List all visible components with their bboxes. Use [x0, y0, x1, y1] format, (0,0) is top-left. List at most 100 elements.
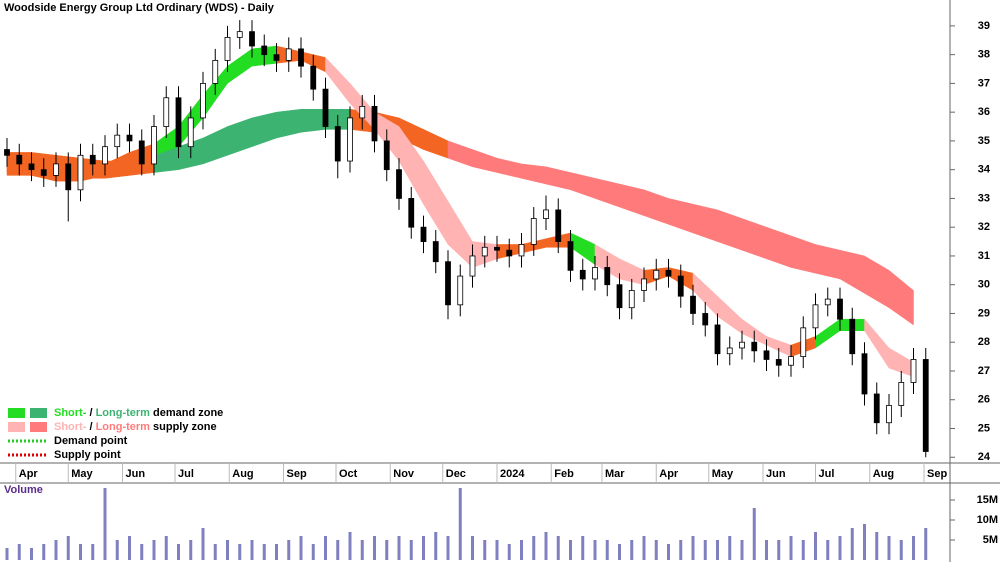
- candle-body: [163, 97, 170, 127]
- candle-body: [65, 163, 72, 191]
- volume-bar: [152, 540, 156, 560]
- volume-bar: [863, 524, 866, 560]
- legend-part: Short-: [54, 407, 87, 419]
- candle-body: [469, 255, 476, 277]
- volume-bar: [54, 540, 58, 560]
- candle-body: [604, 267, 611, 286]
- candle-body: [641, 278, 647, 291]
- volume-bar: [630, 540, 634, 560]
- x-tick-label: May: [712, 468, 734, 480]
- candle-body: [494, 246, 500, 251]
- x-tick-label: Oct: [339, 468, 358, 480]
- volume-bar: [79, 544, 82, 560]
- volume-bar: [360, 540, 364, 560]
- candle-body: [28, 163, 35, 171]
- volume-bar: [458, 488, 462, 560]
- volume-bar: [17, 544, 21, 560]
- x-tick-label: Jun: [126, 468, 146, 480]
- volume-bar: [226, 540, 229, 560]
- volume-bar: [373, 536, 376, 560]
- legend-label: Short- / Long-term supply zone: [54, 421, 217, 433]
- x-tick-label: Jul: [819, 468, 835, 480]
- volume-bar: [115, 540, 119, 560]
- volume-bar: [287, 540, 291, 560]
- y-tick-label: 30: [978, 279, 990, 291]
- x-tick-label: Dec: [446, 468, 466, 480]
- candle-body: [4, 149, 10, 156]
- volume-bar: [164, 536, 168, 560]
- candle-body: [690, 295, 696, 314]
- candle-body: [677, 275, 684, 297]
- y-tick-label: 38: [978, 49, 990, 61]
- candle-body: [665, 269, 672, 277]
- volume-bar: [128, 536, 131, 560]
- candle-body: [16, 154, 23, 165]
- candle-body: [126, 134, 133, 142]
- y-tick-label: 10M: [977, 514, 998, 526]
- volume-bar: [262, 544, 266, 560]
- legend-swatch: [8, 408, 25, 418]
- y-tick-label: 15M: [977, 494, 998, 506]
- candle-body: [518, 244, 525, 257]
- candle-body: [910, 359, 917, 383]
- y-tick-label: 37: [978, 77, 990, 89]
- candle-body: [285, 48, 292, 61]
- y-tick-label: 28: [978, 336, 990, 348]
- candle-body: [530, 218, 537, 245]
- volume-bar: [324, 536, 327, 560]
- candle-body: [861, 353, 868, 395]
- candle-body: [200, 82, 206, 119]
- volume-bar: [752, 508, 756, 560]
- volume-bar: [814, 532, 817, 560]
- candle-body: [236, 31, 243, 38]
- candle-body: [555, 209, 562, 242]
- candle-body: [788, 356, 794, 366]
- volume-bar: [544, 532, 548, 560]
- candle-body: [334, 126, 341, 162]
- candle-body: [212, 59, 219, 84]
- candle-body: [653, 269, 660, 280]
- volume-bar: [912, 536, 915, 560]
- legend-part: /: [86, 407, 95, 419]
- y-tick-label: 33: [978, 192, 990, 204]
- candle-body: [567, 241, 574, 271]
- y-tick-label: 26: [978, 394, 990, 406]
- volume-bar: [409, 540, 413, 560]
- volume-bar: [495, 540, 499, 560]
- candle-body: [310, 65, 317, 90]
- candle-body: [40, 169, 47, 176]
- volume-bar: [728, 536, 732, 560]
- volume-bar: [556, 536, 560, 560]
- candle-body: [579, 269, 586, 280]
- volume-bar: [703, 540, 707, 560]
- volume-bar: [679, 540, 683, 560]
- candle-body: [837, 298, 843, 320]
- y-tick-label: 31: [978, 250, 990, 262]
- legend-part: /: [86, 421, 95, 433]
- legend-part: demand zone: [150, 407, 223, 419]
- candle-body: [739, 341, 745, 349]
- volume-bar: [66, 536, 70, 560]
- candle-body: [628, 290, 635, 309]
- volume-bar: [740, 540, 744, 560]
- x-tick-label: Apr: [19, 468, 39, 480]
- volume-bar: [887, 536, 891, 560]
- volume-bar: [42, 544, 46, 560]
- x-tick-label: Feb: [554, 468, 574, 480]
- candle-body: [824, 298, 831, 306]
- candle-body: [408, 198, 415, 228]
- candle-body: [849, 318, 856, 355]
- candle-body: [457, 275, 464, 306]
- candle-body: [383, 140, 390, 171]
- volume-bar: [483, 540, 487, 560]
- x-tick-label: Jun: [766, 468, 786, 480]
- volume-bar: [593, 540, 597, 560]
- candle-body: [432, 241, 439, 263]
- candle-body: [420, 226, 427, 242]
- x-tick-label: Mar: [605, 468, 625, 480]
- volume-bar: [91, 544, 95, 560]
- candle-body: [273, 54, 280, 61]
- candle-body: [298, 48, 304, 67]
- y-tick-label: 24: [978, 451, 991, 463]
